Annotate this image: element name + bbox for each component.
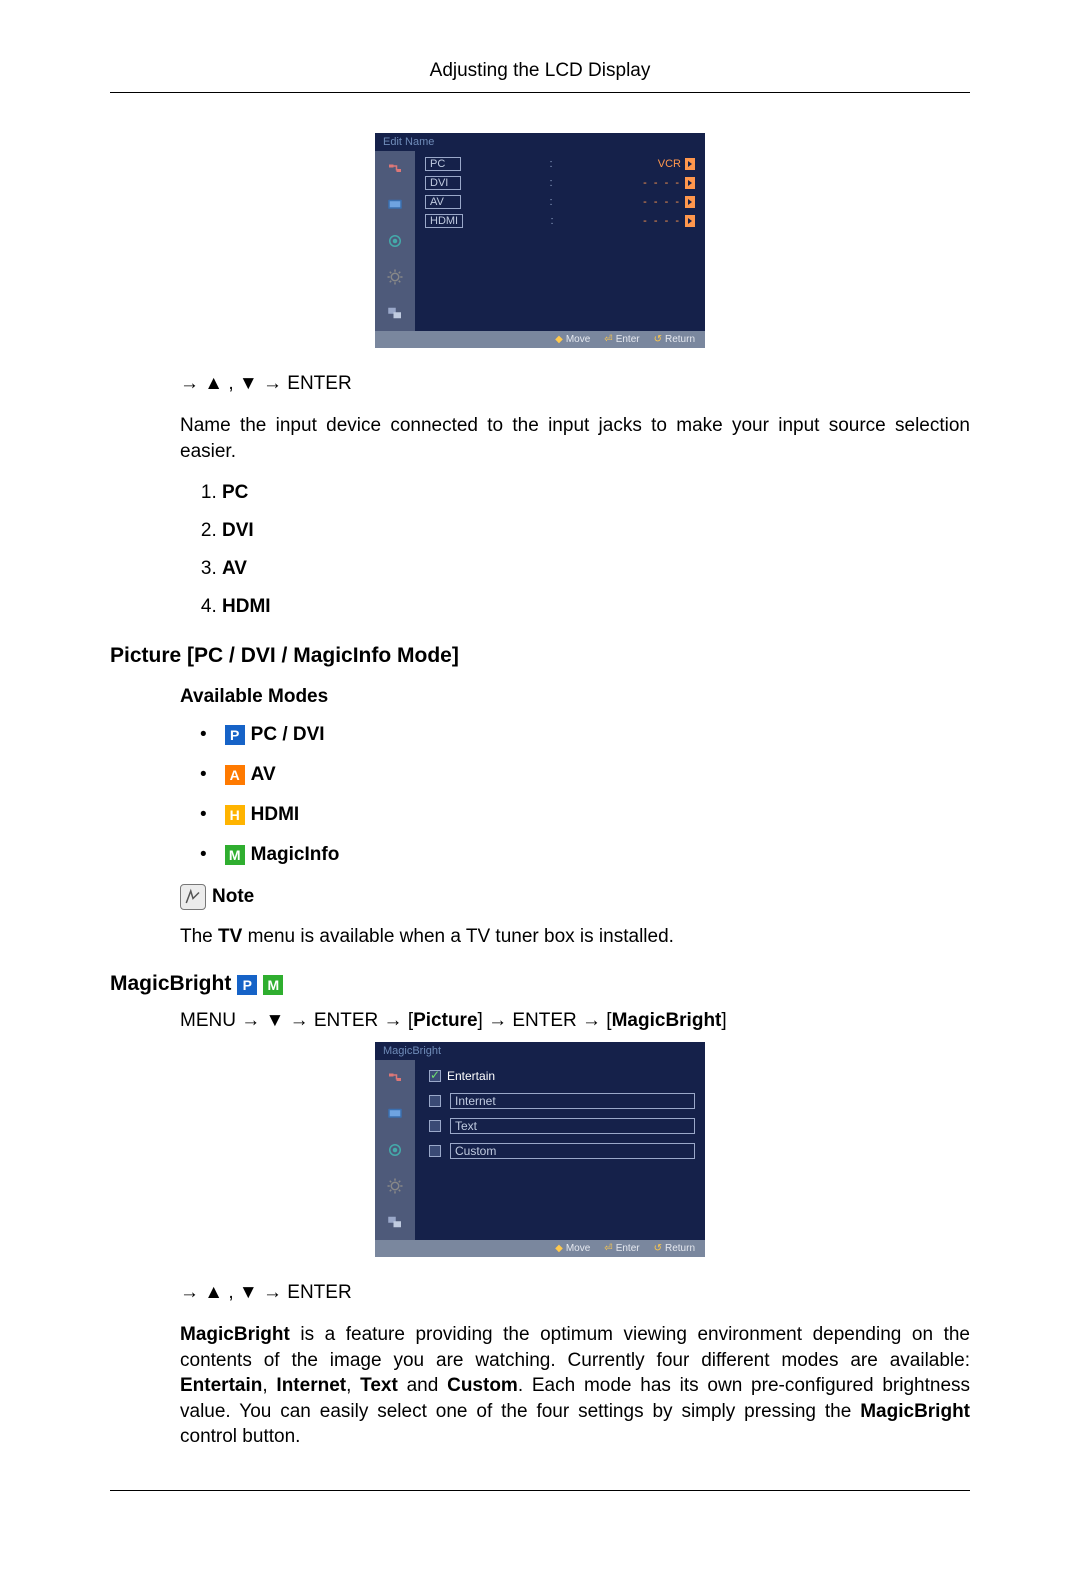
osd-magicbright-wrap: MagicBright EntertainInternetTextCustom … — [110, 1042, 970, 1257]
osd-row-value: VCR — [641, 158, 685, 170]
osd-iconbar — [375, 151, 415, 331]
osd2-title: MagicBright — [375, 1042, 705, 1060]
mode-label: MagicInfo — [251, 844, 340, 866]
mode-item: P PC / DVI — [200, 724, 970, 746]
osd-row[interactable]: DVI:- - - - — [425, 176, 695, 190]
picture-icon[interactable] — [375, 187, 415, 223]
option-checkbox[interactable] — [429, 1095, 441, 1107]
mode-badge-icon: H — [225, 805, 245, 825]
note-row: Note — [180, 884, 970, 910]
note-text: The TV menu is available when a TV tuner… — [180, 924, 970, 950]
osd-row-label: PC — [425, 157, 461, 171]
setup-icon[interactable] — [375, 259, 415, 295]
osd-footer: ◆Move ⏎Enter ↺Return — [375, 331, 705, 348]
option-label: Internet — [450, 1093, 695, 1109]
footer-enter: ⏎Enter — [604, 334, 639, 345]
osd2-footer: ◆Move ⏎Enter ↺Return — [375, 1240, 705, 1257]
footer-enter: ⏎Enter — [604, 1243, 639, 1254]
footer-return: ↺Return — [654, 334, 695, 345]
osd-row[interactable]: PC:VCR — [425, 157, 695, 171]
section-picture-title: Picture [PC / DVI / MagicInfo Mode] — [110, 644, 970, 668]
osd-edit-name-wrap: Edit Name PC:VCRDVI:- - - -AV:- - - -HDM… — [110, 133, 970, 348]
mode-label: AV — [251, 764, 276, 786]
magicbright-description: MagicBright is a feature providing the o… — [180, 1322, 970, 1450]
footer-rule — [110, 1490, 970, 1491]
chevron-right-icon[interactable] — [685, 158, 695, 170]
option-checkbox[interactable] — [429, 1070, 441, 1082]
option-label: Entertain — [447, 1069, 495, 1083]
mode-item: H HDMI — [200, 804, 970, 826]
chevron-right-icon[interactable] — [685, 215, 695, 227]
mode-badge-icon: M — [263, 975, 283, 995]
input-icon[interactable] — [375, 1060, 415, 1096]
option-label: Text — [450, 1118, 695, 1134]
page-header: Adjusting the LCD Display — [110, 60, 970, 82]
chevron-right-icon[interactable] — [685, 196, 695, 208]
mode-label: HDMI — [251, 804, 300, 826]
multi-icon[interactable] — [375, 295, 415, 331]
sound-icon[interactable] — [375, 223, 415, 259]
input-icon[interactable] — [375, 151, 415, 187]
osd-edit-name: Edit Name PC:VCRDVI:- - - -AV:- - - -HDM… — [375, 133, 705, 348]
osd-option[interactable]: Text — [425, 1116, 695, 1136]
option-checkbox[interactable] — [429, 1145, 441, 1157]
footer-return: ↺Return — [654, 1243, 695, 1254]
header-rule — [110, 92, 970, 93]
osd-content: PC:VCRDVI:- - - -AV:- - - -HDMI:- - - - — [415, 151, 705, 331]
osd-option[interactable]: Entertain — [425, 1066, 695, 1086]
mode-badge-icon: M — [225, 845, 245, 865]
mode-badge-icon: P — [225, 725, 245, 745]
osd-row-sep: : — [461, 196, 641, 208]
osd2-content: Entertain Internet Text Custom — [415, 1060, 705, 1240]
input-ordered-list: PC DVI AV HDMI — [222, 482, 970, 618]
mode-badge-icon: P — [237, 975, 257, 995]
chevron-right-icon[interactable] — [685, 177, 695, 189]
picture-icon[interactable] — [375, 1096, 415, 1132]
osd-row-value: - - - - — [641, 215, 685, 227]
mode-item: M MagicInfo — [200, 844, 970, 866]
osd-row-label: AV — [425, 195, 461, 209]
note-icon — [180, 884, 206, 910]
input-list-item: DVI — [222, 520, 970, 542]
setup-icon[interactable] — [375, 1168, 415, 1204]
osd2-iconbar — [375, 1060, 415, 1240]
mode-item: A AV — [200, 764, 970, 786]
note-label: Note — [212, 886, 254, 908]
input-list-item: HDMI — [222, 596, 970, 618]
available-modes-title: Available Modes — [180, 686, 970, 708]
sound-icon[interactable] — [375, 1132, 415, 1168]
osd-row-value: - - - - — [641, 196, 685, 208]
osd-row-value: - - - - — [641, 177, 685, 189]
option-checkbox[interactable] — [429, 1120, 441, 1132]
menu-path: MENU → ▼ → ENTER → [Picture] → ENTER → [… — [180, 1010, 970, 1032]
input-list-item: PC — [222, 482, 970, 504]
osd-row[interactable]: HDMI:- - - - — [425, 214, 695, 228]
footer-move: ◆Move — [555, 334, 590, 345]
osd-option[interactable]: Custom — [425, 1141, 695, 1161]
option-label: Custom — [450, 1143, 695, 1159]
osd-row[interactable]: AV:- - - - — [425, 195, 695, 209]
edit-name-description: Name the input device connected to the i… — [180, 413, 970, 464]
mode-badge-icon: A — [225, 765, 245, 785]
osd-row-label: HDMI — [425, 214, 463, 228]
nav-instruction-2: → ▲ , ▼ → ENTER — [180, 1282, 970, 1304]
osd-title: Edit Name — [375, 133, 705, 151]
section-magicbright-title: MagicBright PM — [110, 972, 970, 996]
osd-option[interactable]: Internet — [425, 1091, 695, 1111]
osd-row-sep: : — [463, 215, 641, 227]
multi-icon[interactable] — [375, 1204, 415, 1240]
osd-row-label: DVI — [425, 176, 461, 190]
osd-row-sep: : — [461, 158, 641, 170]
footer-move: ◆Move — [555, 1243, 590, 1254]
input-list-item: AV — [222, 558, 970, 580]
nav-instruction-1: → ▲ , ▼ → ENTER — [180, 373, 970, 395]
osd-magicbright: MagicBright EntertainInternetTextCustom … — [375, 1042, 705, 1257]
osd-row-sep: : — [461, 177, 641, 189]
available-modes-list: P PC / DVI A AV H HDMI M MagicInfo — [200, 724, 970, 866]
mode-label: PC / DVI — [251, 724, 325, 746]
